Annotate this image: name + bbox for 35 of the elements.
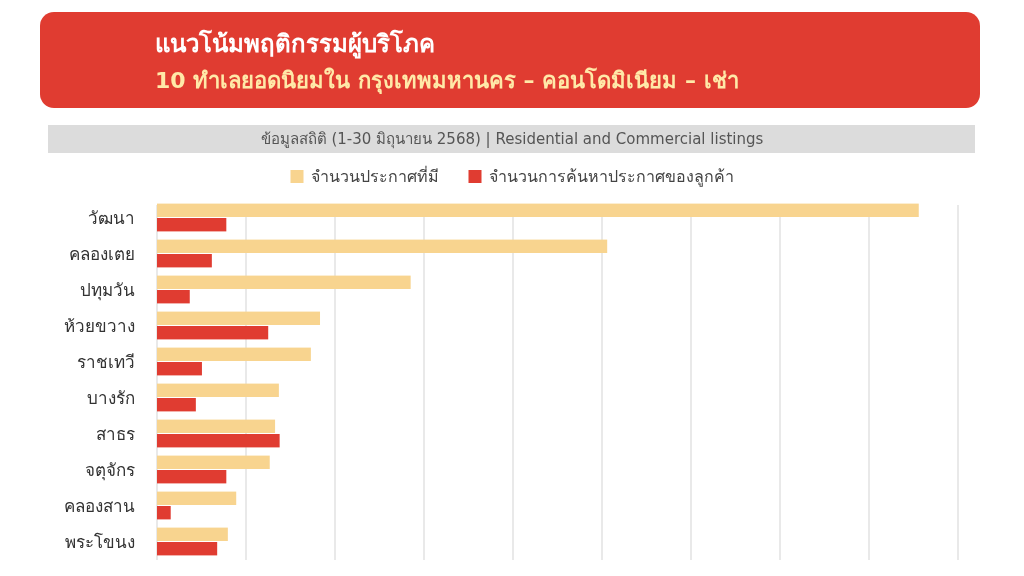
bar [157, 506, 171, 520]
y-tick-label: บางรัก [87, 388, 135, 408]
y-tick-label: จตุจักร [85, 460, 135, 481]
bar [157, 542, 218, 556]
bar [157, 434, 280, 448]
bar [157, 254, 212, 268]
y-tick-label: ห้วยขวาง [64, 316, 135, 336]
bar [157, 491, 237, 505]
bar [157, 383, 279, 397]
chart-subtitle: 10 ทำเลยอดนิยมใน กรุงเทพมหานคร – คอนโดมิเนียม – เช่า [155, 67, 739, 95]
y-tick-label: คลองเตย [69, 244, 135, 264]
bar [157, 311, 321, 325]
bar [157, 239, 608, 253]
y-tick-label: สาธร [96, 424, 135, 444]
y-tick-label: ปทุมวัน [80, 280, 135, 301]
bar [157, 362, 202, 376]
bar [157, 455, 270, 469]
y-tick-label: พระโขนง [65, 532, 135, 552]
legend-label: จำนวนการค้นหาประกาศของลูกค้า [488, 167, 734, 187]
bar [157, 527, 228, 541]
bar [157, 419, 276, 433]
bar [157, 275, 411, 289]
y-tick-label: ราชเทวี [77, 352, 135, 372]
bar [157, 326, 269, 340]
chart-title: แนวโน้มพฤติกรรมผู้บริโภค [155, 29, 435, 59]
bar [157, 218, 227, 232]
y-tick-label: วัฒนา [88, 208, 135, 228]
legend-label: จำนวนประกาศที่มี [310, 165, 439, 186]
bar [157, 470, 227, 484]
text: ข้อมูลสถิติ (1-30 มิถุนายน 2568) | Residential and Commercial listings [260, 130, 764, 149]
bar [157, 290, 190, 304]
bar [157, 203, 919, 217]
y-tick-label: คลองสาน [64, 496, 135, 516]
bar [157, 347, 311, 361]
bar [157, 398, 196, 412]
